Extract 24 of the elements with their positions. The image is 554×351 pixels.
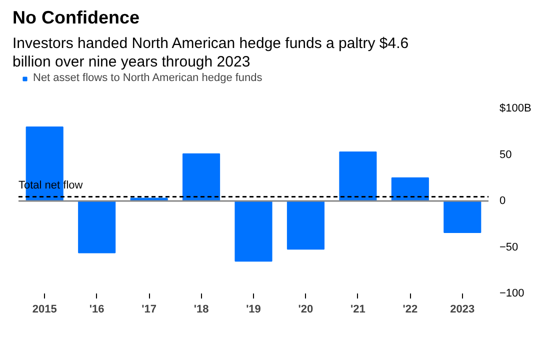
bar [339, 151, 377, 202]
bar [286, 200, 324, 250]
x-tick-label: '19 [246, 304, 261, 316]
y-tick-label: $100B [500, 102, 532, 114]
x-tick-label: '18 [194, 304, 209, 316]
bar [234, 200, 272, 262]
y-tick-label: −100 [500, 288, 524, 300]
x-tick-label: '16 [89, 304, 104, 316]
bar [78, 200, 116, 254]
bar [182, 153, 220, 202]
bar [444, 200, 482, 233]
chart-title: No Confidence [12, 8, 140, 28]
x-tick-label: '20 [298, 304, 314, 316]
y-tick-label: 0 [500, 195, 506, 207]
x-tick-label: 2023 [450, 304, 475, 316]
legend-label: Net asset flows to North American hedge funds [33, 72, 262, 84]
bar [391, 177, 429, 202]
x-tick-label: '22 [402, 304, 418, 316]
chart-subtitle: Investors handed North American hedge funds a paltry $4.6 billion over nine years through 2023 [12, 34, 409, 70]
y-tick-label: 50 [500, 148, 512, 161]
y-tick-label: −50 [500, 241, 518, 254]
x-tick-label: '17 [142, 304, 156, 316]
x-tick-label: 2015 [32, 304, 57, 316]
x-tick-label: '21 [350, 304, 366, 316]
